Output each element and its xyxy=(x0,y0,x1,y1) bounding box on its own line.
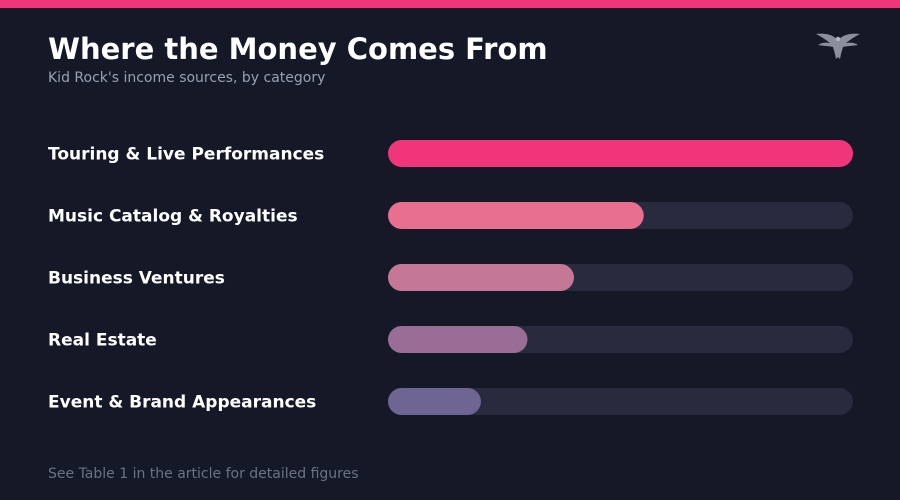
bar xyxy=(388,326,528,353)
category-label: Touring & Live Performances xyxy=(48,145,324,165)
bar xyxy=(388,388,481,415)
bar xyxy=(388,264,574,291)
page-title: Where the Money Comes From xyxy=(48,32,548,66)
category-label: Music Catalog & Royalties xyxy=(48,207,298,227)
bar-track xyxy=(388,388,853,415)
footnote: See Table 1 in the article for detailed … xyxy=(48,466,359,482)
page-subtitle: Kid Rock's income sources, by category xyxy=(48,70,326,86)
category-label: Real Estate xyxy=(48,331,157,351)
bar xyxy=(388,140,853,167)
category-label: Event & Brand Appearances xyxy=(48,393,316,413)
bar xyxy=(388,202,644,229)
category-label: Business Ventures xyxy=(48,269,225,289)
eagle-icon xyxy=(816,33,860,59)
accent-top-bar xyxy=(0,0,900,8)
